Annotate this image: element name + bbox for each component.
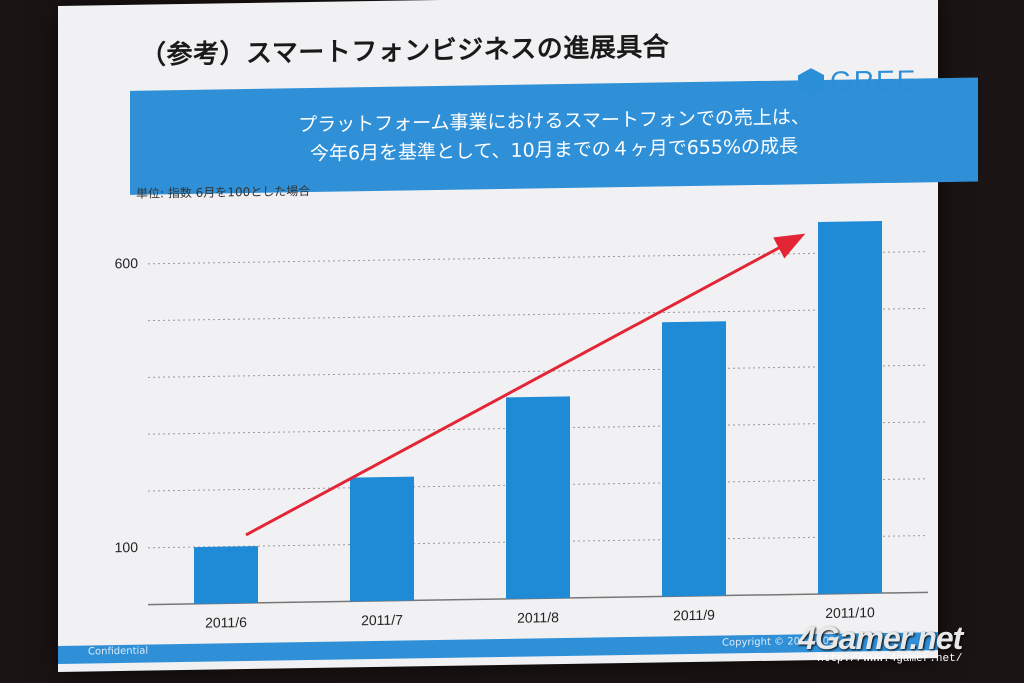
bar-2011-9 xyxy=(662,321,726,597)
bar-2011-7 xyxy=(350,476,414,602)
x-tick-label: 2011/10 xyxy=(825,604,875,621)
watermark-logo: 4Gamer.net xyxy=(798,620,963,656)
watermark-url: http://www.4gamer.net/ xyxy=(817,653,963,665)
y-tick-label: 600 xyxy=(115,255,139,271)
y-tick-label: 100 xyxy=(115,539,139,555)
x-tick-label: 2011/7 xyxy=(361,612,403,629)
site-watermark: 4Gamer.net http://www.4gamer.net/ xyxy=(798,620,963,665)
presentation-slide: （参考）スマートフォンビジネスの進展具合 プラットフォーム事業におけるスマートフ… xyxy=(58,0,978,673)
bar-2011-10 xyxy=(818,221,882,595)
footer-confidential: Confidential xyxy=(88,645,149,658)
x-tick-label: 2011/6 xyxy=(205,614,247,631)
bar-2011-8 xyxy=(506,396,570,599)
x-tick-label: 2011/8 xyxy=(517,609,559,626)
bar-2011-6 xyxy=(194,546,258,604)
gridline xyxy=(148,251,928,265)
bar-chart: 100 600 2011/6 2011/7 2011/8 2011/9 2011/10 xyxy=(115,221,928,631)
x-tick-label: 2011/9 xyxy=(673,607,715,624)
gridline xyxy=(148,364,928,378)
trend-arrow xyxy=(245,233,806,537)
gridline xyxy=(148,307,928,322)
